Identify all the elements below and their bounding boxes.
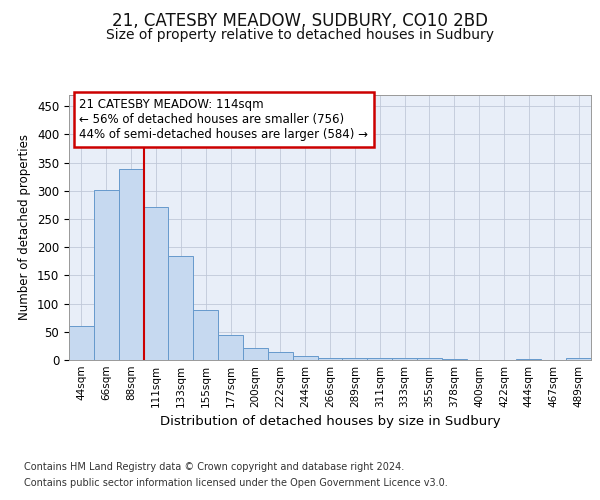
- Text: Contains public sector information licensed under the Open Government Licence v3: Contains public sector information licen…: [24, 478, 448, 488]
- Bar: [218, 334, 243, 360]
- Bar: [317, 358, 343, 360]
- Bar: [367, 358, 392, 360]
- Bar: [69, 326, 94, 360]
- X-axis label: Distribution of detached houses by size in Sudbury: Distribution of detached houses by size …: [160, 416, 500, 428]
- Bar: [193, 310, 218, 360]
- Bar: [293, 356, 317, 360]
- Y-axis label: Number of detached properties: Number of detached properties: [19, 134, 31, 320]
- Bar: [268, 352, 293, 360]
- Text: Size of property relative to detached houses in Sudbury: Size of property relative to detached ho…: [106, 28, 494, 42]
- Bar: [143, 206, 169, 360]
- Bar: [566, 358, 591, 360]
- Bar: [392, 358, 417, 360]
- Text: 21 CATESBY MEADOW: 114sqm
← 56% of detached houses are smaller (756)
44% of semi: 21 CATESBY MEADOW: 114sqm ← 56% of detac…: [79, 98, 368, 140]
- Bar: [343, 358, 367, 360]
- Bar: [417, 358, 442, 360]
- Bar: [94, 190, 119, 360]
- Bar: [119, 170, 143, 360]
- Bar: [169, 256, 193, 360]
- Bar: [243, 348, 268, 360]
- Bar: [517, 359, 541, 360]
- Text: Contains HM Land Registry data © Crown copyright and database right 2024.: Contains HM Land Registry data © Crown c…: [24, 462, 404, 472]
- Text: 21, CATESBY MEADOW, SUDBURY, CO10 2BD: 21, CATESBY MEADOW, SUDBURY, CO10 2BD: [112, 12, 488, 30]
